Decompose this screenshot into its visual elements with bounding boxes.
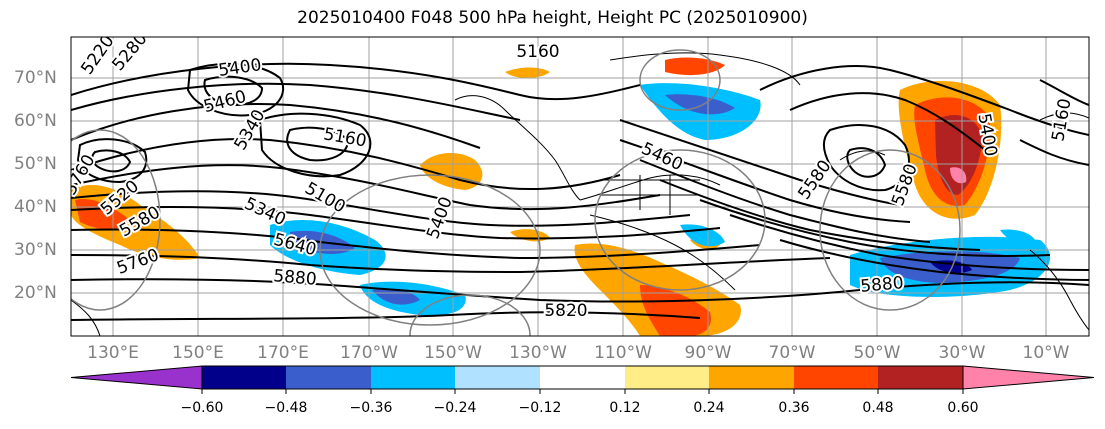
map-frame	[70, 36, 1090, 337]
latitude-label: 60°N	[14, 111, 57, 131]
colorbar-tick-label: 0.12	[609, 400, 641, 416]
longitude-label: 130°W	[509, 343, 567, 363]
contour-label: 5880	[273, 266, 318, 290]
colorbar-segment	[371, 366, 455, 389]
negative-anomaly-nw-africa	[1000, 229, 1035, 243]
latitude-label: 30°N	[14, 240, 57, 260]
positive-anomaly-bering	[505, 67, 550, 78]
longitude-label: 130°E	[87, 343, 139, 363]
positive-anomaly-atlantic-inner	[935, 115, 982, 195]
contour-label: 5820	[544, 301, 587, 321]
colorbar-extend-min	[70, 365, 203, 390]
colorbar-tick-label: −0.36	[349, 400, 393, 416]
longitude-label: 30°W	[938, 343, 986, 363]
negative-anomaly-canada-core	[665, 94, 735, 115]
colorbar-tick-label: −0.24	[433, 400, 477, 416]
colorbar-tick-label: −0.60	[180, 400, 224, 416]
auxiliary-contours	[71, 49, 961, 336]
latitude-label: 40°N	[14, 197, 57, 217]
negative-anomaly-subtropical-core	[372, 288, 420, 305]
colorbar	[70, 365, 1095, 394]
colorbar-segment	[878, 366, 963, 389]
contour-label-halo: 5160	[516, 42, 559, 62]
longitude-label: 70°W	[768, 343, 816, 363]
contour-label: 5880	[860, 273, 905, 297]
latitude-label: 20°N	[14, 283, 57, 303]
colorbar-segment	[625, 366, 709, 389]
colorbar-tick-label: 0.60	[947, 400, 979, 416]
longitude-label: 170°W	[340, 343, 398, 363]
colorbar-tick-label: −0.48	[264, 400, 308, 416]
latitude-label: 70°N	[14, 68, 57, 88]
contour-label: 5160	[516, 42, 559, 62]
map-title: 2025010400 F048 500 hPa height, Height P…	[297, 8, 808, 28]
colorbar-tick-label: 0.24	[693, 400, 725, 416]
colorbar-tick-label: 0.48	[862, 400, 894, 416]
positive-anomaly-mexico-core	[640, 285, 711, 336]
longitude-label: 50°W	[853, 343, 901, 363]
colorbar-segment	[455, 366, 540, 389]
latitude-label: 50°N	[14, 154, 57, 174]
colorbar-tick-label: −0.12	[518, 400, 562, 416]
colorbar-segment	[794, 366, 878, 389]
longitude-label: 90°W	[684, 343, 732, 363]
longitude-label: 150°E	[172, 343, 224, 363]
contour-label-halo: 5820	[544, 301, 587, 321]
colorbar-tick-label: 0.36	[778, 400, 810, 416]
longitude-label: 170°E	[257, 343, 309, 363]
longitude-label: 110°W	[594, 343, 652, 363]
colorbar-segment	[709, 366, 794, 389]
colorbar-frame	[201, 365, 964, 390]
colorbar-segment	[202, 366, 286, 389]
longitude-label: 150°W	[424, 343, 482, 363]
longitude-label: 10°W	[1022, 343, 1070, 363]
height-contours	[71, 62, 1089, 321]
colorbar-segment	[540, 366, 625, 389]
colorbar-segment	[286, 366, 371, 389]
positive-anomaly-greenland	[665, 57, 725, 76]
colorbar-extend-max	[962, 365, 1095, 390]
